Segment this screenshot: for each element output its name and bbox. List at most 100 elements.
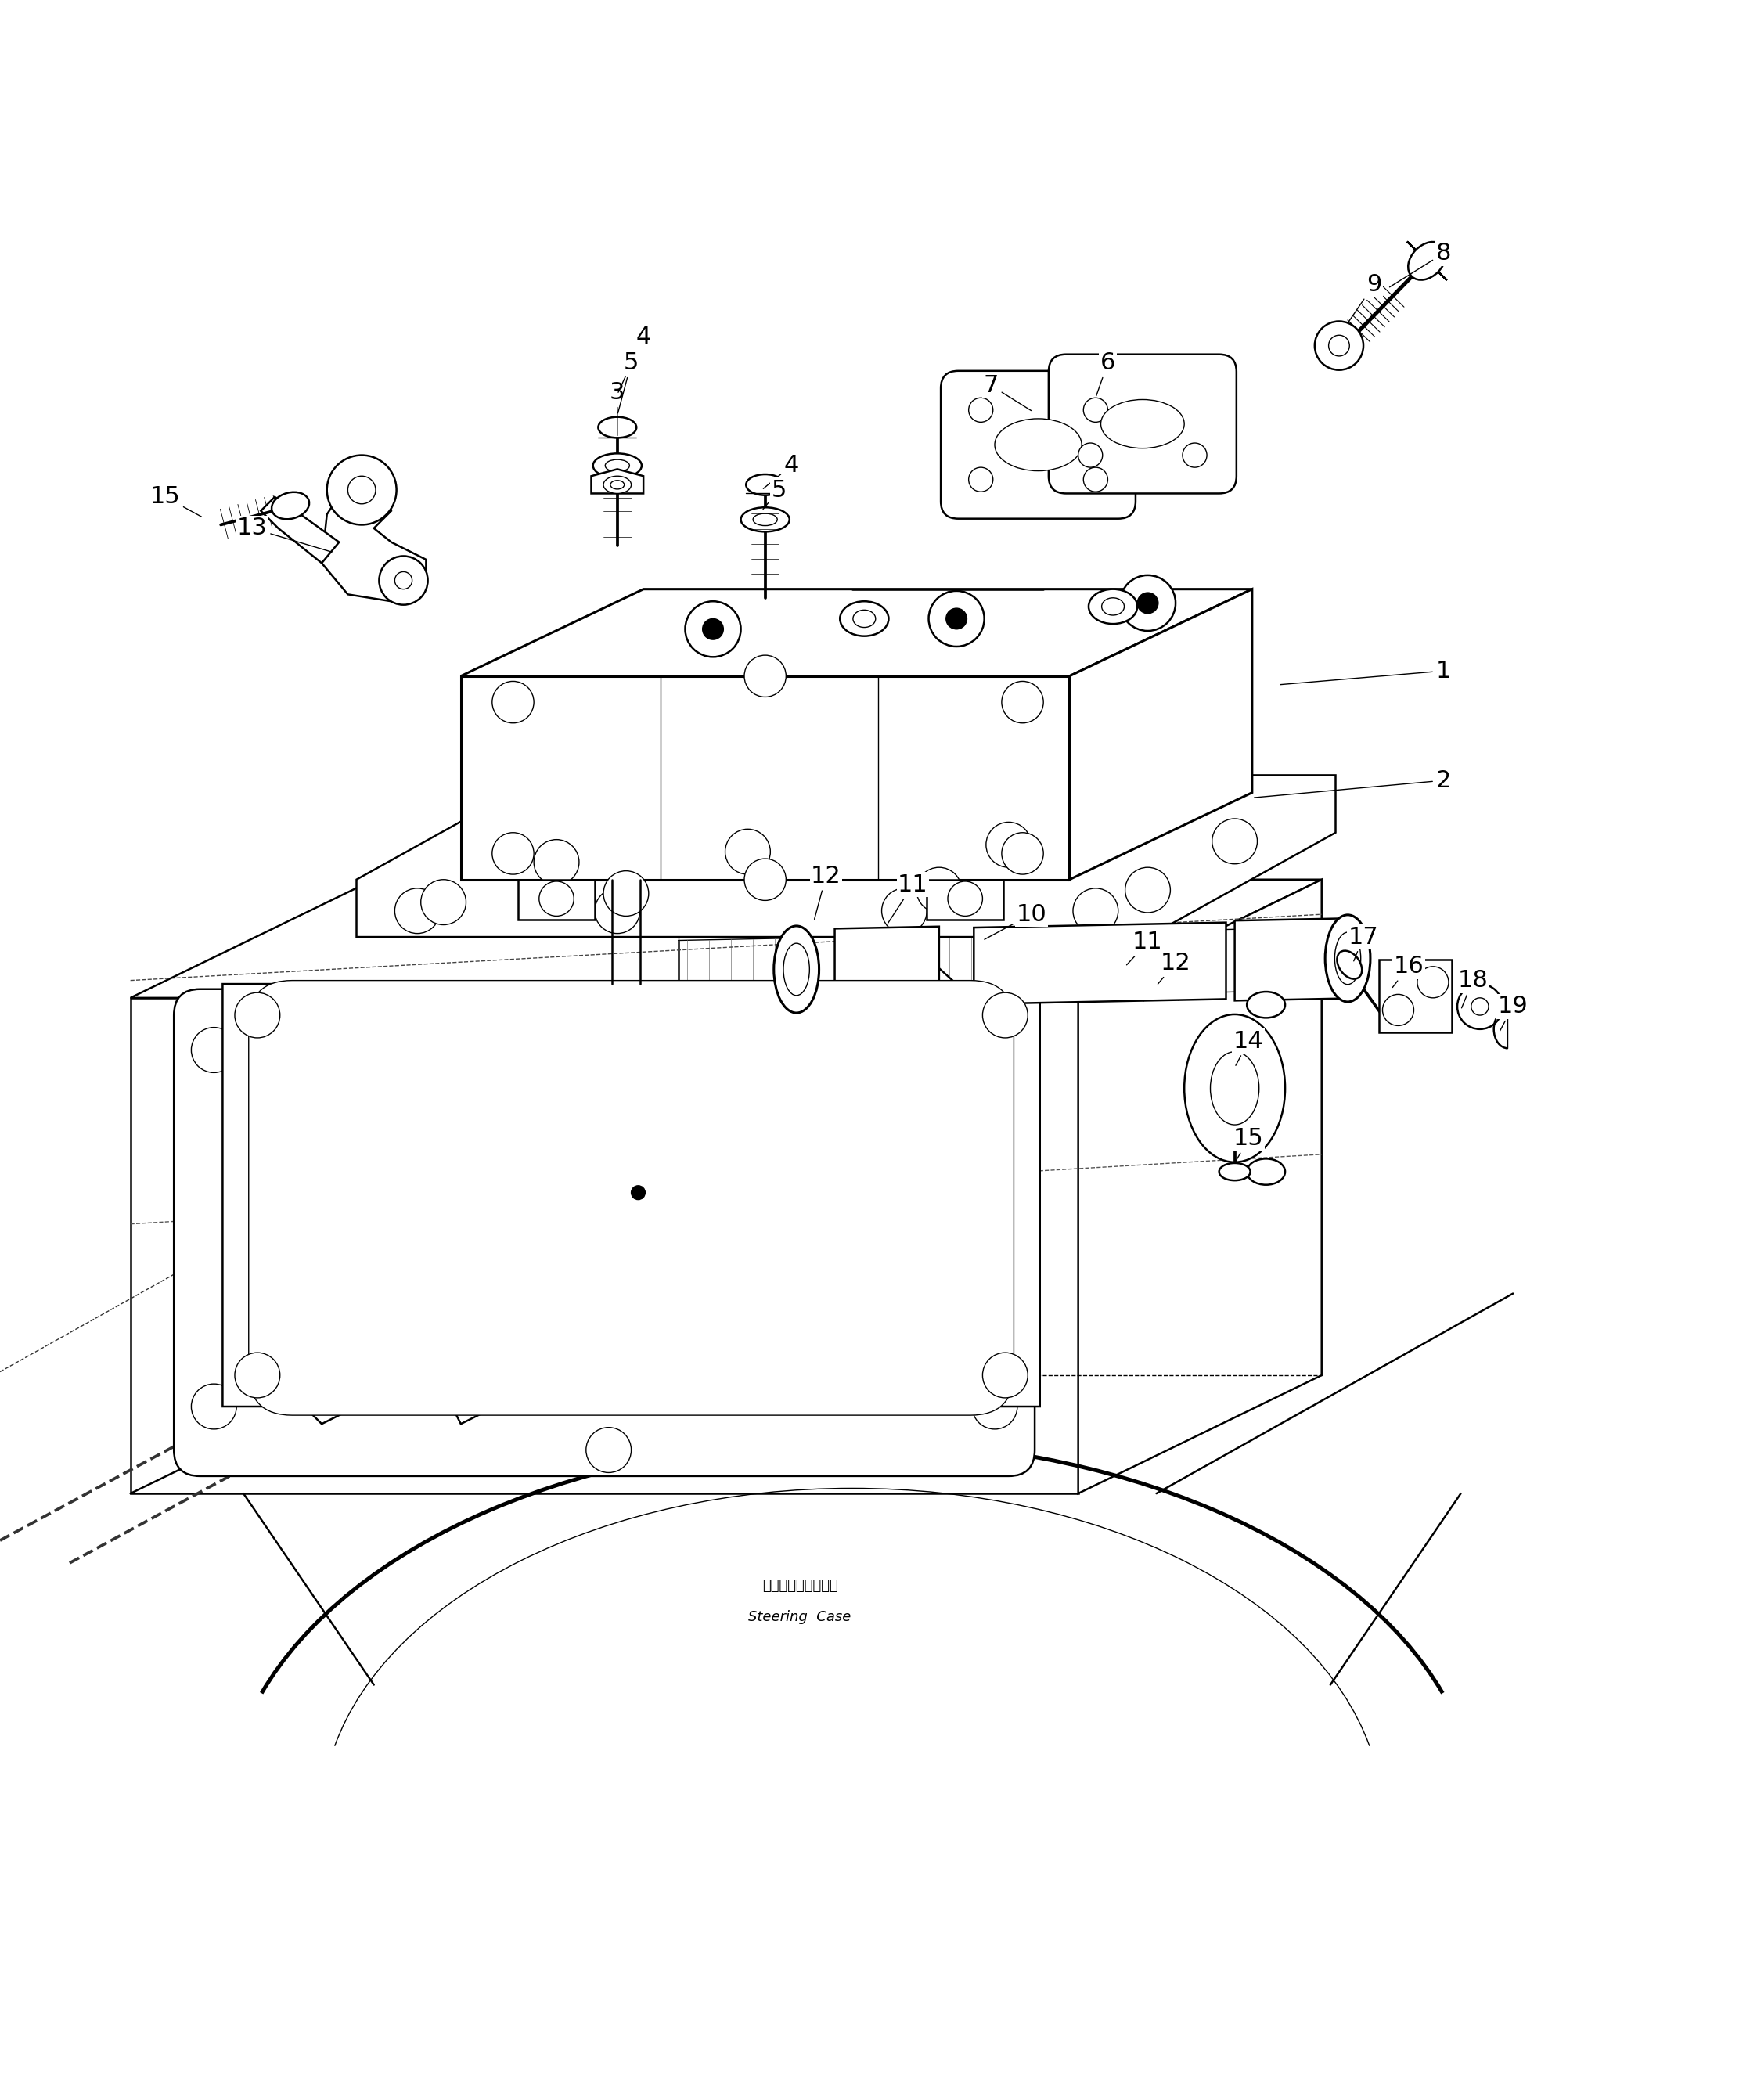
Polygon shape <box>223 968 1040 1424</box>
Text: 13: 13 <box>237 517 332 552</box>
Polygon shape <box>518 880 595 920</box>
Text: 15: 15 <box>1233 1128 1264 1161</box>
Polygon shape <box>261 498 339 563</box>
FancyBboxPatch shape <box>174 989 1035 1476</box>
Polygon shape <box>1069 590 1252 880</box>
Circle shape <box>492 680 534 722</box>
Ellipse shape <box>746 475 784 496</box>
Circle shape <box>534 840 579 884</box>
Ellipse shape <box>610 481 624 489</box>
Circle shape <box>882 888 927 934</box>
Text: 16: 16 <box>1393 956 1424 987</box>
Circle shape <box>744 859 786 901</box>
Text: 18: 18 <box>1457 968 1489 1008</box>
Text: 4: 4 <box>619 326 650 393</box>
Ellipse shape <box>1210 1052 1259 1126</box>
Ellipse shape <box>1219 1163 1250 1180</box>
Ellipse shape <box>593 454 642 479</box>
Polygon shape <box>927 880 1003 920</box>
Circle shape <box>379 556 428 605</box>
Ellipse shape <box>840 601 889 636</box>
Text: 6: 6 <box>1096 351 1115 395</box>
Ellipse shape <box>1103 598 1125 615</box>
Ellipse shape <box>1247 991 1285 1018</box>
Ellipse shape <box>598 418 636 437</box>
Ellipse shape <box>753 514 777 525</box>
Circle shape <box>972 1027 1017 1073</box>
Ellipse shape <box>783 943 810 995</box>
Circle shape <box>983 1352 1028 1399</box>
Circle shape <box>395 888 440 934</box>
Text: 19: 19 <box>1497 995 1529 1031</box>
Ellipse shape <box>1101 399 1184 447</box>
Polygon shape <box>461 676 1069 880</box>
Circle shape <box>492 832 534 874</box>
Ellipse shape <box>1337 951 1362 979</box>
Circle shape <box>1417 966 1449 997</box>
FancyBboxPatch shape <box>1049 355 1236 493</box>
Circle shape <box>929 590 984 647</box>
Circle shape <box>395 571 412 590</box>
Polygon shape <box>322 485 426 601</box>
Polygon shape <box>1078 880 1322 1493</box>
Polygon shape <box>1407 242 1447 279</box>
Circle shape <box>685 601 741 657</box>
Text: 10: 10 <box>984 903 1047 939</box>
Circle shape <box>1083 468 1108 491</box>
Circle shape <box>191 1384 237 1430</box>
Circle shape <box>1212 819 1257 863</box>
Polygon shape <box>356 775 1336 937</box>
Text: ステアリングケース: ステアリングケース <box>762 1579 838 1592</box>
Circle shape <box>1078 443 1103 468</box>
Polygon shape <box>835 926 939 1008</box>
Circle shape <box>586 1428 631 1472</box>
Circle shape <box>986 823 1031 867</box>
Circle shape <box>969 397 993 422</box>
Ellipse shape <box>1089 590 1137 624</box>
Ellipse shape <box>1247 1159 1285 1184</box>
Polygon shape <box>1379 960 1452 1033</box>
Circle shape <box>1329 336 1349 357</box>
Circle shape <box>1002 680 1043 722</box>
Circle shape <box>1120 575 1176 630</box>
Circle shape <box>703 620 723 640</box>
Circle shape <box>725 830 770 874</box>
Polygon shape <box>130 997 1078 1493</box>
Circle shape <box>421 880 466 924</box>
Circle shape <box>595 888 640 934</box>
Circle shape <box>1073 888 1118 934</box>
Text: 3: 3 <box>610 382 624 435</box>
Text: 7: 7 <box>984 374 1031 412</box>
Circle shape <box>1471 997 1489 1014</box>
Text: 5: 5 <box>763 479 786 508</box>
Circle shape <box>191 1027 237 1073</box>
Circle shape <box>1137 592 1158 613</box>
Polygon shape <box>974 922 1226 1004</box>
Text: 8: 8 <box>1389 242 1450 288</box>
Circle shape <box>539 882 574 916</box>
Circle shape <box>1083 397 1108 422</box>
Text: 1: 1 <box>1280 659 1450 685</box>
Ellipse shape <box>605 460 630 472</box>
Circle shape <box>631 1186 645 1199</box>
Circle shape <box>916 867 962 914</box>
Polygon shape <box>130 880 1322 997</box>
Ellipse shape <box>774 926 819 1012</box>
Circle shape <box>1383 993 1414 1025</box>
Text: 12: 12 <box>1158 951 1191 985</box>
Ellipse shape <box>271 491 310 519</box>
Polygon shape <box>461 590 1252 676</box>
Circle shape <box>603 871 649 916</box>
Circle shape <box>1315 321 1363 370</box>
Text: 5: 5 <box>617 351 638 414</box>
Polygon shape <box>1235 918 1339 1000</box>
Text: 11: 11 <box>889 874 929 924</box>
Circle shape <box>327 456 396 525</box>
Text: 9: 9 <box>1349 273 1381 321</box>
Circle shape <box>969 468 993 491</box>
Circle shape <box>1457 985 1502 1029</box>
Ellipse shape <box>995 418 1082 470</box>
Polygon shape <box>530 1184 617 1302</box>
Polygon shape <box>591 468 643 493</box>
Ellipse shape <box>1409 242 1445 279</box>
